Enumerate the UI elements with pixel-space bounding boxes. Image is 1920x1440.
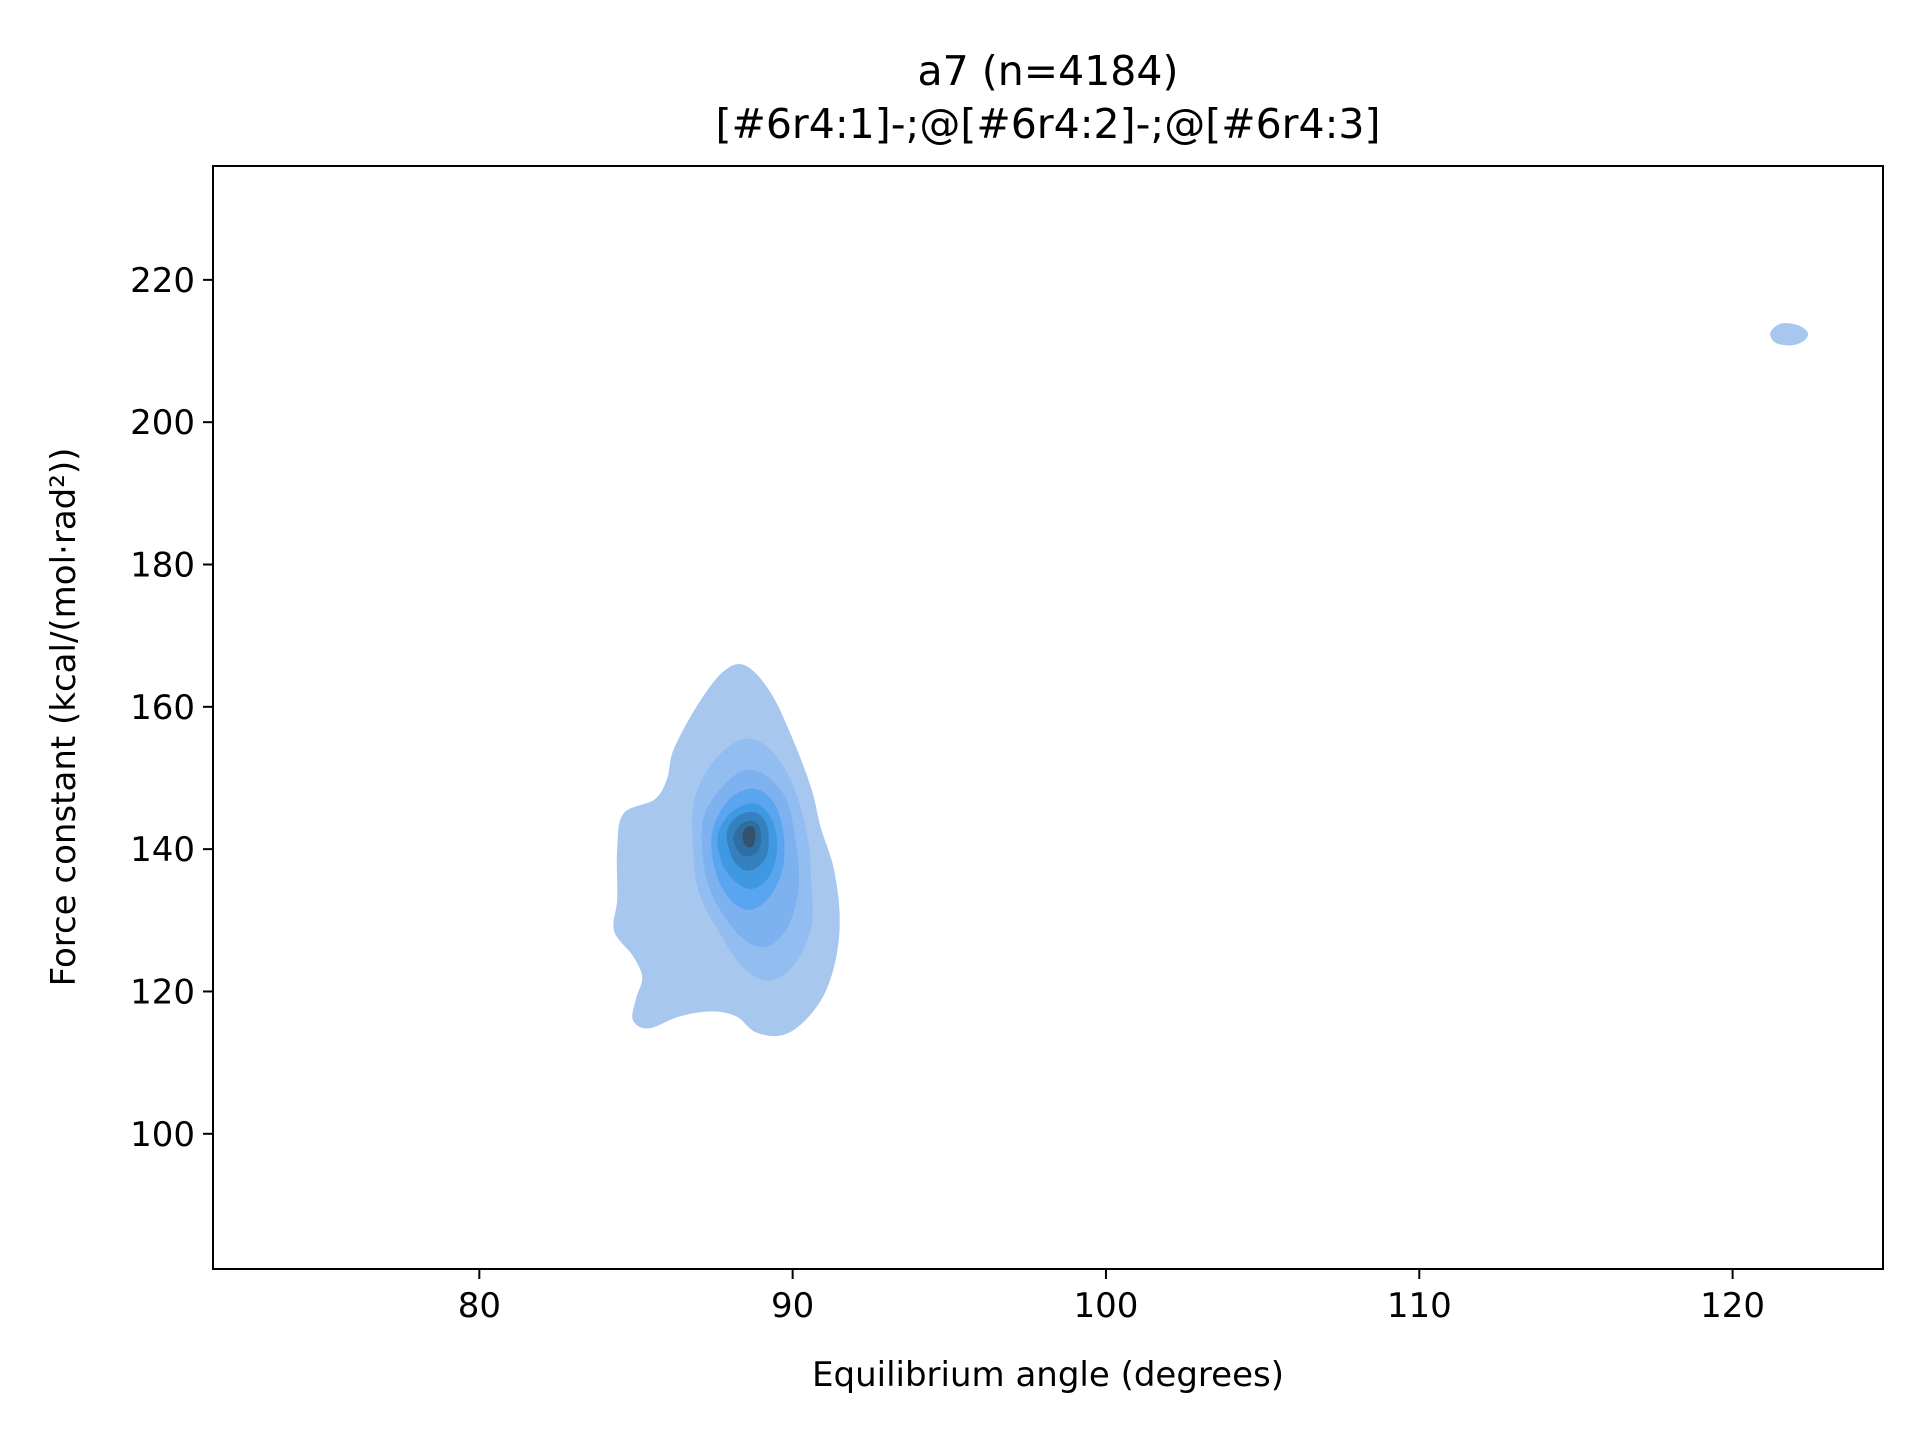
chart-subtitle: [#6r4:1]-;@[#6r4:2]-;@[#6r4:3] — [715, 100, 1380, 148]
y-axis: 100 120 140 160 180 200 220 — [130, 261, 213, 1155]
x-tick-label: 100 — [1074, 1286, 1139, 1326]
density-contours — [613, 323, 1809, 1037]
plot-area-frame — [212, 165, 1884, 1270]
density-level-1-region-2 — [1770, 323, 1809, 346]
density-level-8-region-1 — [742, 826, 756, 848]
y-tick-label: 100 — [130, 1115, 195, 1155]
y-tick-label: 180 — [130, 546, 195, 586]
x-tick-label: 120 — [1700, 1286, 1765, 1326]
y-axis-label: Force constant (kcal/(mol·rad²)) — [44, 448, 84, 987]
y-tick-label: 220 — [130, 261, 195, 301]
x-axis-label: Equilibrium angle (degrees) — [812, 1355, 1284, 1395]
y-tick-label: 200 — [130, 403, 195, 443]
y-tick-label: 120 — [130, 972, 195, 1012]
y-tick-label: 140 — [130, 830, 195, 870]
x-tick-label: 110 — [1387, 1286, 1452, 1326]
x-tick-label: 80 — [458, 1286, 501, 1326]
chart-title: a7 (n=4184) — [918, 47, 1179, 95]
x-tick-label: 90 — [771, 1286, 814, 1326]
x-axis: 80 90 100 110 120 — [458, 1269, 1765, 1326]
y-tick-label: 160 — [130, 688, 195, 728]
